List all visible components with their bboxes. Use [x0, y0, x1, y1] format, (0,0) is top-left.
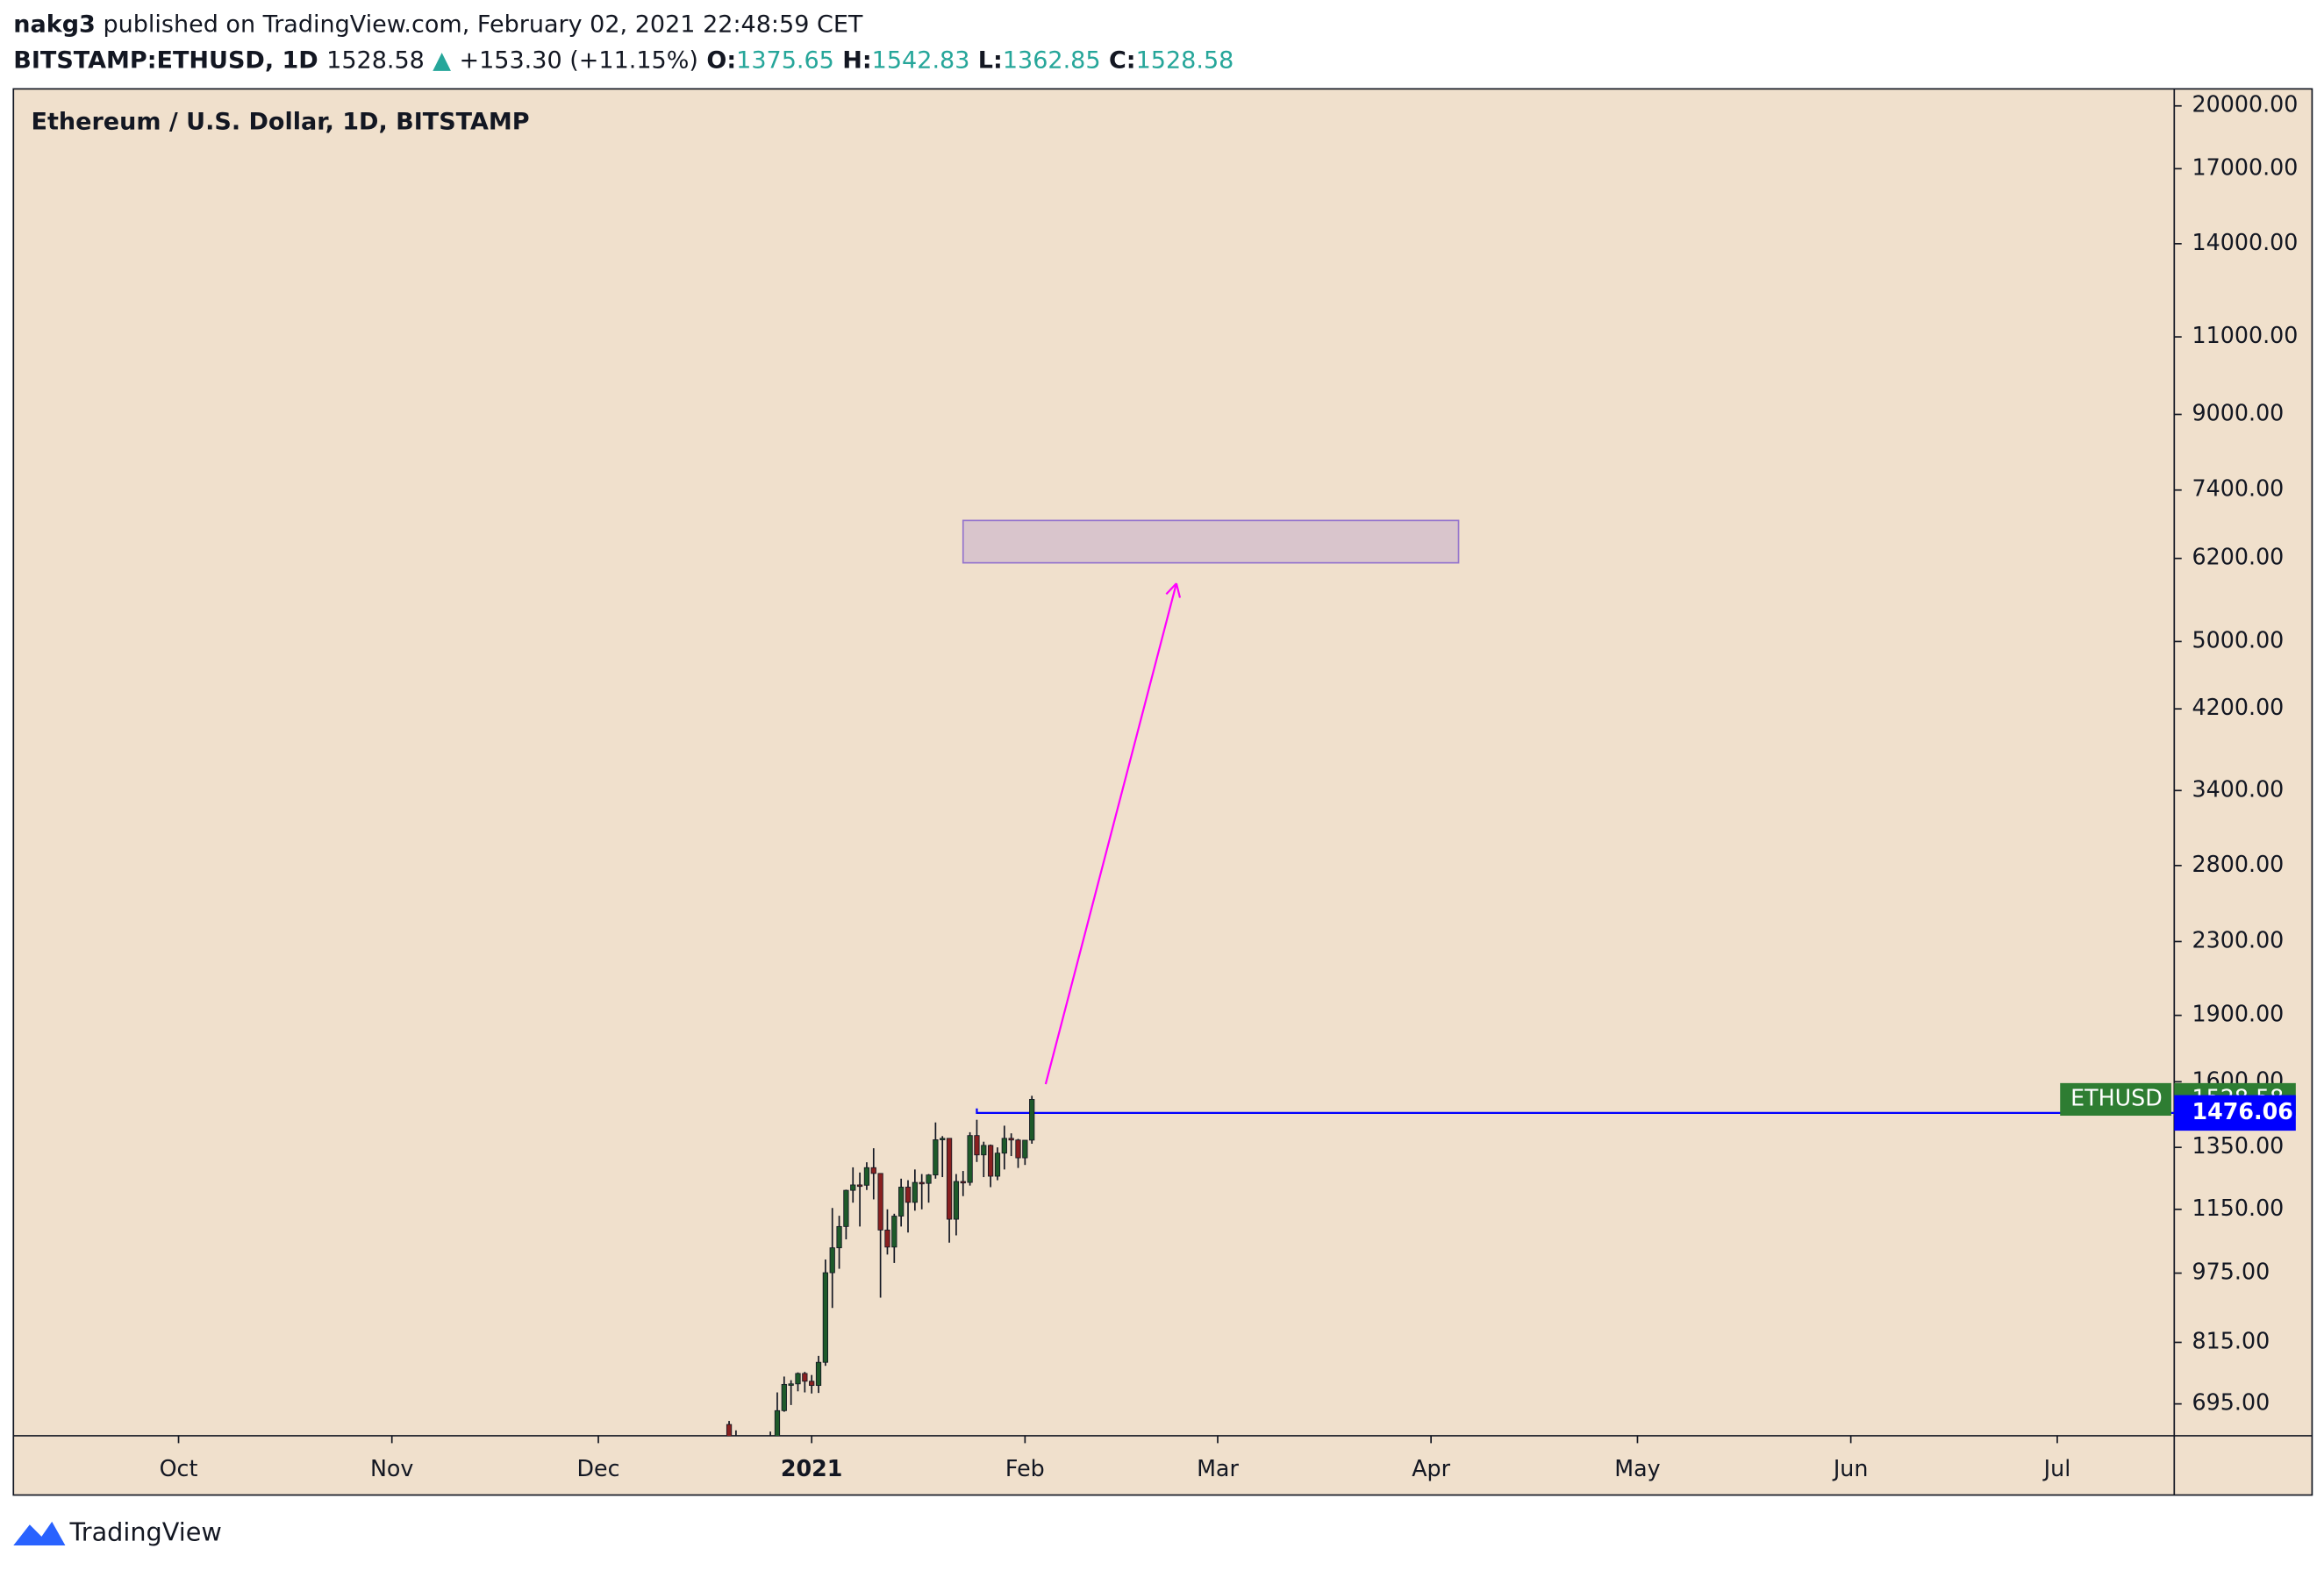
chart-background	[12, 88, 2313, 1496]
y-tick-label: 2800.00	[2192, 851, 2285, 877]
x-tick-label: Oct	[160, 1455, 198, 1481]
candle-body	[863, 1167, 870, 1186]
arrow-line	[1044, 582, 1177, 1085]
candle-body	[891, 1216, 897, 1248]
y-tick-label: 20000.00	[2192, 91, 2299, 118]
x-tick-label: Feb	[1005, 1455, 1045, 1481]
candle-body	[1015, 1139, 1021, 1159]
y-tick-label: 1150.00	[2192, 1195, 2285, 1221]
y-tick-label: 695.00	[2192, 1389, 2270, 1416]
candle-body	[822, 1272, 828, 1363]
low-value: 1362.85	[1003, 46, 1101, 74]
candle-body	[988, 1145, 994, 1177]
candle-body	[912, 1181, 918, 1203]
candle-body	[1001, 1138, 1007, 1154]
candle-body	[1008, 1138, 1014, 1141]
y-tick-label: 815.00	[2192, 1327, 2270, 1353]
candle-body	[788, 1383, 794, 1386]
candle-body	[802, 1373, 808, 1382]
x-tick-label: Dec	[577, 1455, 620, 1481]
candle-body	[884, 1229, 890, 1248]
x-tick-label: Jul	[2042, 1455, 2071, 1481]
y-tick-label: 3400.00	[2192, 775, 2285, 802]
x-tick-label: Mar	[1197, 1455, 1239, 1481]
ohlc-line: BITSTAMP:ETHUSD, 1D 1528.58 ▲ +153.30 (+…	[13, 46, 1234, 74]
footer-brand: TradingView	[68, 1516, 221, 1546]
low-label: L:	[978, 46, 1003, 74]
change: +153.30 (+11.15%)	[459, 46, 697, 74]
candle-body	[774, 1409, 781, 1436]
y-tick-label: 5000.00	[2192, 626, 2285, 653]
candle-body	[933, 1139, 939, 1176]
candle-body	[1029, 1099, 1035, 1141]
y-tick-label: 2300.00	[2192, 926, 2285, 953]
candle-body	[856, 1184, 863, 1188]
candle-body	[877, 1173, 883, 1231]
candle-body	[726, 1424, 733, 1436]
published: published on TradingView.com, February 0…	[103, 11, 862, 38]
target-box	[962, 519, 1460, 564]
y-tick-label: 4200.00	[2192, 694, 2285, 720]
arrow-head	[1165, 582, 1177, 596]
candle-body	[946, 1138, 953, 1220]
plot-area	[726, 519, 2175, 1436]
candle-body	[994, 1153, 1001, 1177]
candle-body	[981, 1145, 987, 1156]
x-tick-label: 2021	[781, 1455, 843, 1481]
candle-body	[967, 1135, 973, 1183]
logo-icon	[13, 1521, 66, 1545]
hline-price-bg	[2174, 1095, 2296, 1131]
candle-body	[898, 1187, 905, 1217]
candle-body	[850, 1184, 856, 1191]
candle-body	[940, 1138, 946, 1140]
last-price: 1528.58	[326, 46, 425, 74]
candle-body	[809, 1381, 815, 1387]
y-tick-label: 1900.00	[2192, 1001, 2285, 1027]
high-value: 1542.83	[872, 46, 970, 74]
candle-body	[781, 1383, 787, 1411]
author: nakg3	[13, 11, 96, 38]
y-tick-label: 17000.00	[2192, 153, 2299, 180]
candle-body	[960, 1181, 966, 1184]
series-tag: ETHUSD	[2070, 1084, 2163, 1110]
candle-body	[953, 1181, 960, 1220]
candle-body	[795, 1373, 801, 1385]
candle-body	[905, 1187, 912, 1203]
y-tick-label: 14000.00	[2192, 229, 2299, 255]
open-value: 1375.65	[736, 46, 834, 74]
close-label: C:	[1109, 46, 1136, 74]
candle-body	[829, 1247, 835, 1274]
symbol: BITSTAMP:ETHUSD, 1D	[13, 46, 318, 74]
change-arrow: ▲	[433, 46, 451, 74]
x-tick-label: May	[1614, 1455, 1660, 1481]
open-label: O:	[706, 46, 736, 74]
y-tick-label: 7400.00	[2192, 475, 2285, 502]
candle-body	[974, 1135, 980, 1156]
y-tick-label: 11000.00	[2192, 322, 2299, 348]
header-line: nakg3 published on TradingView.com, Febr…	[13, 11, 863, 38]
candle-body	[919, 1181, 925, 1185]
candle-body	[836, 1225, 842, 1249]
candle-body	[843, 1189, 849, 1227]
hline-price-label: 1476.06	[2192, 1098, 2293, 1124]
candle-body	[870, 1167, 876, 1174]
candle-body	[815, 1361, 822, 1387]
y-tick-label: 6200.00	[2192, 544, 2285, 570]
close-value: 1528.58	[1136, 46, 1234, 74]
x-tick-label: Apr	[1412, 1455, 1450, 1481]
x-tick-label: Nov	[370, 1455, 413, 1481]
price-line	[976, 1108, 2175, 1114]
y-tick-label: 975.00	[2192, 1259, 2270, 1285]
x-tick-label: Jun	[1832, 1455, 1869, 1481]
logo	[13, 1521, 66, 1545]
chart-title: Ethereum / U.S. Dollar, 1D, BITSTAMP	[32, 109, 530, 136]
series-tag-bg	[2060, 1082, 2171, 1117]
high-label: H:	[842, 46, 871, 74]
y-tick-label: 9000.00	[2192, 399, 2285, 425]
candle-body	[926, 1174, 932, 1184]
candle-body	[1022, 1139, 1028, 1159]
y-tick-label: 1350.00	[2192, 1132, 2285, 1159]
arrow-head	[1175, 582, 1182, 598]
